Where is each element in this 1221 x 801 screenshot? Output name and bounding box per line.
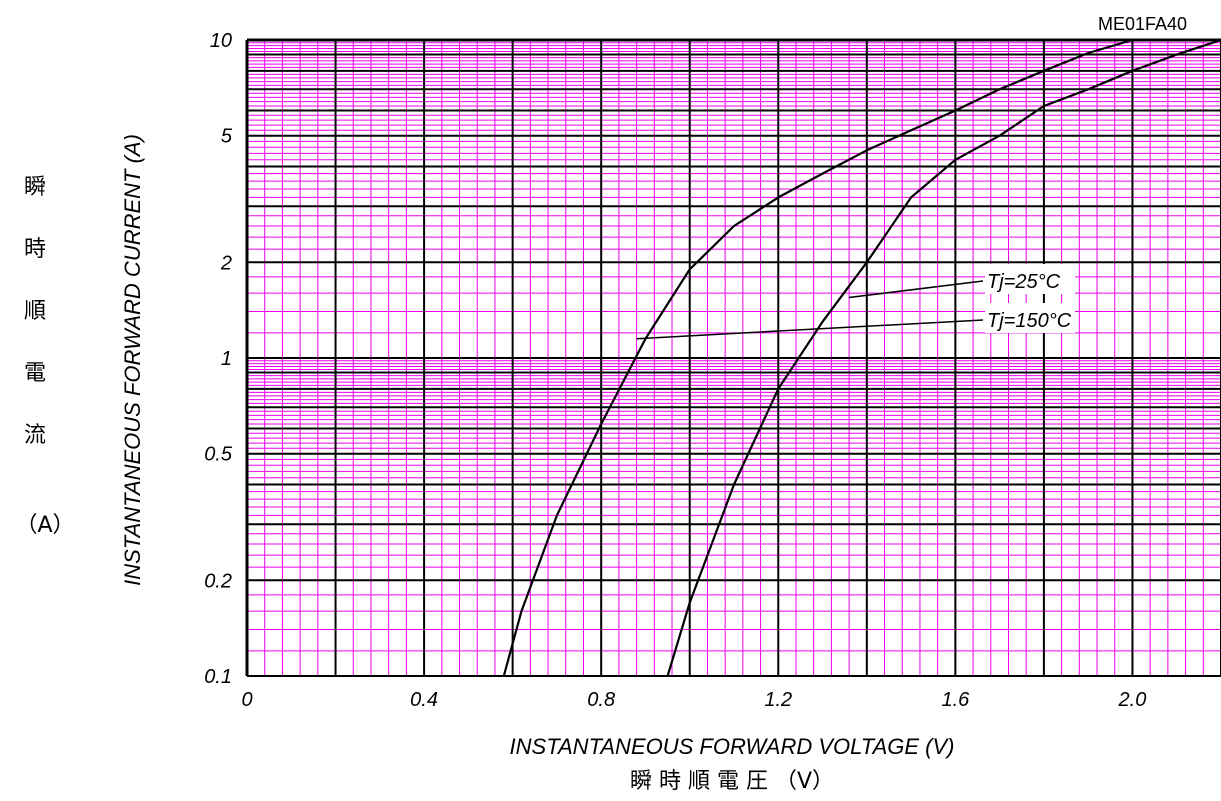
major-grid xyxy=(245,38,1221,677)
annotation-label-bg xyxy=(985,264,1075,294)
series-line-tj-25-c xyxy=(666,38,1221,677)
x-axis-title-jp: 瞬 時 順 電 圧 （V） xyxy=(630,769,834,794)
y-tick-label: 1 xyxy=(221,348,232,370)
x-axis-title: INSTANTANEOUS FORWARD VOLTAGE (V) xyxy=(510,734,955,759)
y-axis-title: INSTANTANEOUS FORWARD CURRENT (A) xyxy=(120,134,145,586)
x-tick-label: 1.2 xyxy=(764,689,792,711)
y-axis-title-jp-char: 順 xyxy=(24,299,46,324)
annotation-label: Tj=25°C xyxy=(987,271,1061,293)
y-axis-title-jp-char: 時 xyxy=(24,237,46,262)
y-tick-label: 0.2 xyxy=(204,570,232,592)
y-tick-label: 10 xyxy=(210,30,232,52)
y-axis-title-jp-char: 電 xyxy=(24,361,46,386)
y-tick-label: 5 xyxy=(221,126,233,148)
annotation-leader xyxy=(636,319,984,340)
series-line-tj-150-c xyxy=(502,38,1133,677)
y-tick-label: 0.5 xyxy=(204,444,233,466)
model-code: ME01FA40 xyxy=(1098,14,1187,34)
y-axis-title-jp-char: 流 xyxy=(24,423,46,448)
y-axis-title-jp-char: 瞬 xyxy=(24,175,46,200)
y-tick-label: 2 xyxy=(220,252,232,274)
curves xyxy=(502,38,1221,677)
x-tick-label: 1.6 xyxy=(941,689,970,711)
x-tick-label: 0.4 xyxy=(410,689,438,711)
y-tick-label: 0.1 xyxy=(204,666,232,688)
curve-annotations: Tj=25°C Tj=150°C xyxy=(636,264,1075,340)
x-tick-label: 0.8 xyxy=(587,689,615,711)
annotation-label-bg xyxy=(985,303,1075,333)
annotation-label: Tj=150°C xyxy=(987,310,1072,332)
y-axis-title-jp-unit: （A） xyxy=(15,513,74,538)
annotation-leader xyxy=(849,280,984,299)
tick-labels: 0 0.4 0.8 1.2 1.6 2.0 0.1 0.2 0.5 1 2 5 10 xyxy=(204,30,1146,711)
x-tick-label: 2.0 xyxy=(1118,689,1147,711)
x-tick-label: 0 xyxy=(241,689,252,711)
